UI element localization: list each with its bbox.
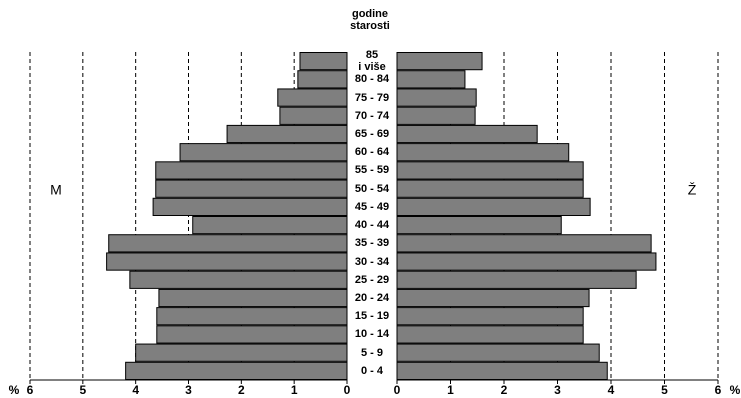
bar (396, 270, 637, 289)
category-label: 45 - 49 (354, 200, 390, 213)
x-tick-label: 5 (79, 383, 86, 397)
category-label: 85 i više (358, 49, 386, 74)
category-label: 75 - 79 (354, 91, 390, 104)
bar (299, 52, 348, 71)
x-tick-label: 2 (238, 383, 245, 397)
x-tick-label: 1 (291, 383, 298, 397)
bar (396, 252, 657, 271)
bar (396, 70, 466, 89)
bar (277, 88, 348, 107)
category-label: 80 - 84 (354, 73, 390, 86)
x-tick-label: 0 (394, 383, 401, 397)
x-tick-label: 0 (344, 383, 351, 397)
bar (129, 270, 348, 289)
category-label: 60 - 64 (354, 146, 390, 159)
bar (108, 234, 348, 253)
chart-title: godine starosti (350, 8, 390, 32)
category-label: 25 - 29 (354, 273, 390, 286)
bar (156, 325, 348, 344)
category-label: 65 - 69 (354, 128, 390, 140)
bar (279, 106, 348, 125)
bar (396, 197, 591, 216)
bar (156, 307, 348, 326)
bar (152, 197, 348, 216)
category-label: 5 - 9 (360, 346, 384, 359)
category-label: 70 - 74 (354, 109, 390, 122)
bar (179, 143, 348, 162)
bar (396, 143, 570, 162)
x-tick-label: 4 (608, 383, 615, 397)
x-tick-label: 6 (715, 383, 722, 397)
bar (396, 234, 652, 253)
category-label: 55 - 59 (354, 164, 390, 177)
bar (155, 161, 348, 180)
bar (192, 216, 348, 235)
bar (396, 343, 600, 362)
bar (155, 179, 348, 198)
category-label: 40 - 44 (354, 219, 390, 232)
x-tick-label: 4 (132, 383, 139, 397)
bar (396, 216, 562, 235)
x-axis-label: % (730, 383, 741, 397)
bar (106, 252, 348, 271)
category-label: 30 - 34 (354, 255, 390, 268)
bar (396, 106, 476, 125)
bar (135, 343, 348, 362)
category-label: 10 - 14 (354, 328, 390, 341)
x-axis-label: % (9, 383, 20, 397)
bar (396, 179, 584, 198)
bar (396, 161, 584, 180)
x-tick-label: 3 (185, 383, 192, 397)
bar (396, 288, 590, 308)
bar (396, 88, 477, 107)
x-tick-label: 1 (447, 383, 454, 397)
legend-label: Ž (688, 182, 697, 198)
bar (396, 52, 483, 71)
bar (396, 325, 584, 344)
bar (226, 124, 348, 144)
category-label: 20 - 24 (354, 292, 390, 304)
bar (396, 307, 584, 326)
category-label: 35 - 39 (354, 237, 390, 250)
x-tick-label: 6 (27, 383, 34, 397)
legend-label: M (50, 182, 62, 198)
x-tick-label: 2 (501, 383, 508, 397)
category-label: 50 - 54 (354, 182, 390, 195)
category-label: 0 - 4 (360, 364, 384, 377)
bar (297, 70, 348, 89)
bar (158, 288, 348, 308)
x-tick-label: 5 (661, 383, 668, 397)
category-label: 15 - 19 (354, 310, 390, 323)
bar (396, 361, 608, 380)
bar (396, 124, 538, 144)
x-tick-label: 3 (554, 383, 561, 397)
bar (125, 361, 348, 380)
